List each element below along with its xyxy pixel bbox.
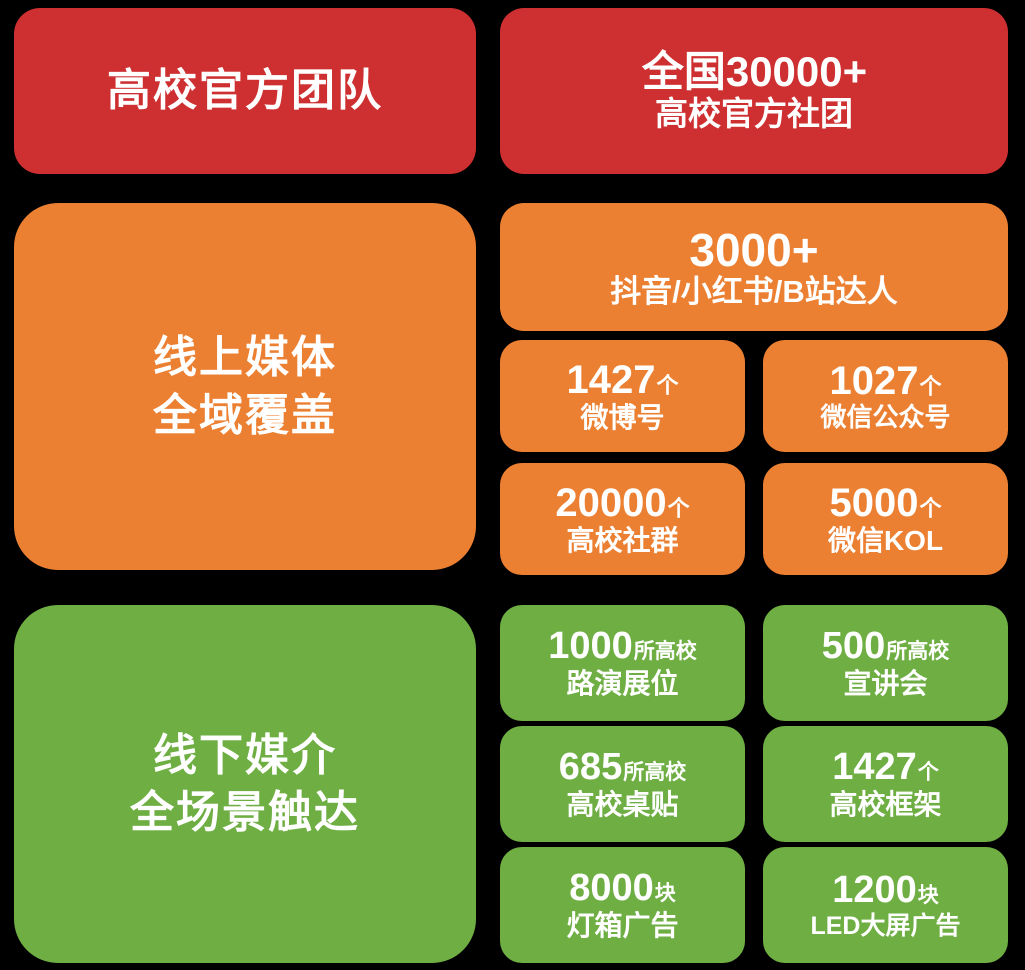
stat-number-row: 8000 块 (569, 867, 676, 910)
stat-number: 1427 (832, 746, 917, 789)
category-card-official-team[interactable]: 高校官方团队 (14, 8, 476, 174)
stat-number: 1027 (829, 359, 919, 404)
stat-number-row: 1427 个 (832, 746, 939, 789)
stat-number-row: 1200 块 (832, 868, 939, 911)
category-label-official-team: 高校官方团队 (107, 65, 383, 115)
stat-number: 20000 (555, 481, 667, 526)
stat-number-row: 1027 个 (830, 360, 942, 402)
category-label-line-2: 全场景触达 (130, 788, 360, 837)
stat-description: LED大屏广告 (810, 911, 961, 940)
stat-number-row: 3000+ (689, 223, 819, 276)
stat-description: 微信公众号 (820, 402, 951, 433)
stat-card-led-screen-ads[interactable]: 1200 块 LED大屏广告 (763, 847, 1008, 963)
stat-card-roadshow-booths[interactable]: 1000 所高校 路演展位 (500, 605, 745, 721)
stat-description: 微博号 (580, 402, 665, 434)
category-label-offline-media: 线下媒介 全场景触达 (130, 727, 360, 841)
stat-number: 1200 (832, 868, 917, 911)
stat-unit: 个 (917, 761, 939, 785)
stat-unit: 个 (667, 496, 690, 522)
stat-unit: 块 (917, 883, 939, 907)
stat-prefix: 全国 (641, 48, 726, 96)
category-card-online-media[interactable]: 线上媒体 全域覆盖 (14, 203, 476, 570)
stat-description: 微信KOL (827, 525, 944, 557)
stat-number-row: 1000 所高校 (548, 625, 697, 668)
stat-description: 高校社群 (566, 525, 679, 557)
stat-card-wechat-kol[interactable]: 5000 个 微信KOL (763, 463, 1008, 575)
stat-card-weibo-accounts[interactable]: 1427 个 微博号 (500, 340, 745, 452)
stat-number: 500 (821, 625, 886, 668)
stat-number: 3000+ (689, 223, 819, 276)
stat-card-info-sessions[interactable]: 500 所高校 宣讲会 (763, 605, 1008, 721)
stat-unit: 所高校 (623, 761, 687, 785)
stat-number-row: 685 所高校 (558, 746, 687, 789)
stat-number: 5000 (829, 481, 919, 526)
stat-card-official-clubs[interactable]: 全国 30000+ 高校官方社团 (500, 8, 1008, 174)
category-card-offline-media[interactable]: 线下媒介 全场景触达 (14, 605, 476, 963)
stat-unit: 所高校 (886, 640, 950, 664)
stat-description: 宣讲会 (843, 668, 928, 700)
stat-unit: 个 (919, 496, 942, 522)
stat-card-campus-groups[interactable]: 20000 个 高校社群 (500, 463, 745, 575)
category-label-online-media: 线上媒体 全域覆盖 (153, 329, 337, 443)
stat-card-campus-frames[interactable]: 1427 个 高校框架 (763, 726, 1008, 842)
stat-number: 1427 (566, 358, 656, 403)
stat-number: 30000+ (725, 48, 868, 96)
stat-card-kol-influencers[interactable]: 3000+ 抖音/小红书/B站达人 (500, 203, 1008, 331)
stat-description: 路演展位 (566, 668, 679, 700)
stat-number-row: 全国 30000+ (641, 50, 867, 94)
stat-number-row: 500 所高校 (821, 625, 950, 668)
category-label-line-1: 线上媒体 (153, 333, 337, 383)
category-label-line-1: 高校官方团队 (107, 65, 383, 115)
stat-number: 685 (558, 746, 623, 789)
stat-card-wechat-official-accounts[interactable]: 1027 个 微信公众号 (763, 340, 1008, 452)
stat-description: 高校框架 (829, 789, 942, 821)
category-label-line-2: 全域覆盖 (153, 390, 337, 440)
category-label-line-1: 线下媒介 (153, 730, 337, 780)
stat-number-row: 1427 个 (567, 359, 679, 401)
stat-number: 8000 (569, 867, 654, 910)
stat-description: 抖音/小红书/B站达人 (610, 273, 898, 309)
stat-description: 高校桌贴 (566, 789, 679, 821)
stat-description: 高校官方社团 (655, 95, 853, 133)
stat-card-desk-stickers[interactable]: 685 所高校 高校桌贴 (500, 726, 745, 842)
stat-number: 1000 (548, 625, 633, 668)
stat-card-lightbox-ads[interactable]: 8000 块 灯箱广告 (500, 847, 745, 963)
stat-unit: 块 (654, 882, 676, 906)
stat-number-row: 20000 个 (555, 482, 689, 524)
stat-unit: 个 (656, 373, 679, 399)
stat-number-row: 5000 个 (830, 482, 942, 524)
stat-description: 灯箱广告 (566, 910, 679, 942)
stat-unit: 个 (919, 374, 942, 400)
stat-unit: 所高校 (633, 640, 697, 664)
